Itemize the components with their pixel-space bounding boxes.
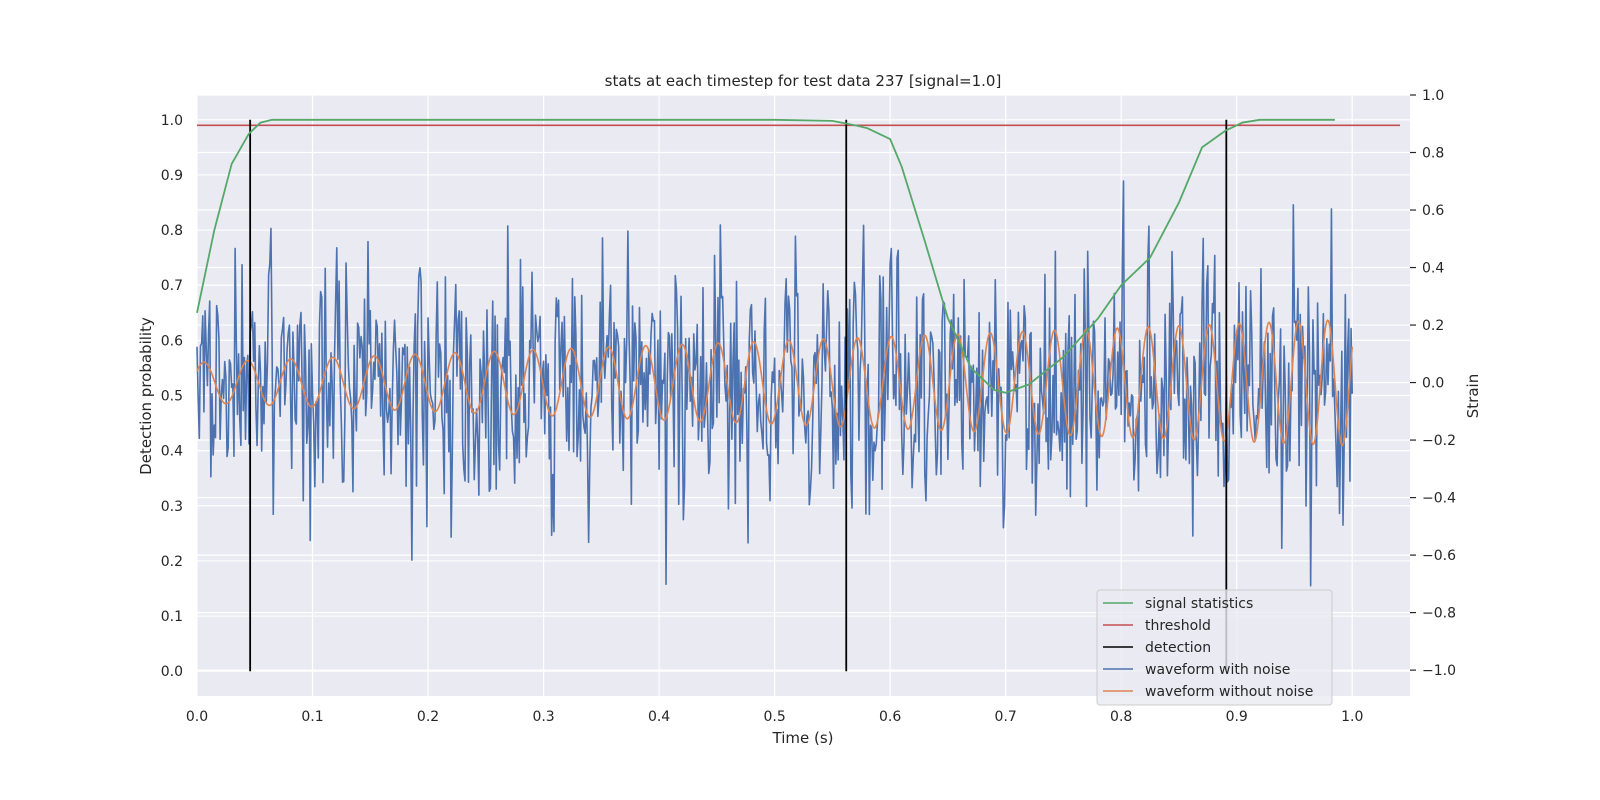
y-tick-label: 0.3 bbox=[161, 499, 183, 515]
legend-label-detection: detection bbox=[1145, 640, 1211, 656]
legend: signal statistics threshold detection wa… bbox=[1096, 589, 1333, 706]
x-tick-label: 0.3 bbox=[532, 709, 554, 725]
x-axis-label: Time (s) bbox=[772, 729, 834, 747]
y-tick-label: 0.5 bbox=[161, 389, 183, 405]
y-axis-label: Detection probability bbox=[137, 317, 155, 475]
y-tick-label: 0.0 bbox=[161, 664, 183, 680]
legend-label-waveform-without-noise: waveform without noise bbox=[1145, 684, 1313, 700]
y-tick-label: 0.7 bbox=[161, 278, 183, 294]
legend-label-waveform-with-noise: waveform with noise bbox=[1145, 662, 1290, 678]
y2-axis-label: Strain bbox=[1464, 374, 1482, 418]
y2-tick-label: −0.8 bbox=[1422, 606, 1456, 622]
y-tick-label: 0.2 bbox=[161, 554, 183, 570]
legend-label-signal-statistics: signal statistics bbox=[1145, 596, 1253, 612]
y-tick-label: 0.1 bbox=[161, 609, 183, 625]
y-tick-label: 0.4 bbox=[161, 444, 183, 460]
x-tick-label: 1.0 bbox=[1341, 709, 1363, 725]
series-signal-statistics bbox=[196, 118, 1335, 394]
chart-title: stats at each timestep for test data 237… bbox=[605, 72, 1002, 90]
y2-tick-label: 0.0 bbox=[1422, 376, 1444, 392]
x-tick-label: 0.9 bbox=[1226, 709, 1248, 725]
y2-tick-label: −1.0 bbox=[1422, 663, 1456, 679]
x-tick-label: 0.7 bbox=[995, 709, 1017, 725]
y2-tick-label: 0.6 bbox=[1422, 203, 1444, 219]
y2-tick-label: 0.4 bbox=[1422, 261, 1444, 277]
legend-label-threshold: threshold bbox=[1145, 618, 1211, 634]
y2-tick-label: 0.2 bbox=[1422, 318, 1444, 334]
y2-tick-label: 1.0 bbox=[1422, 88, 1444, 104]
series-waveform-with-noise bbox=[196, 180, 1354, 587]
ticks: 0.0 0.1 0.2 0.3 0.4 0.5 0.6 0.7 0.8 0.9 1.0 0.0 0.1 0… bbox=[161, 88, 1456, 725]
y2-tick-label: −0.2 bbox=[1422, 433, 1456, 449]
series-layer bbox=[196, 118, 1400, 672]
x-tick-label: 0.2 bbox=[417, 709, 439, 725]
y2-tick-label: −0.4 bbox=[1422, 491, 1456, 507]
x-tick-label: 0.4 bbox=[648, 709, 670, 725]
y-tick-label: 0.8 bbox=[161, 223, 183, 239]
y-tick-label: 1.0 bbox=[161, 113, 183, 129]
y-tick-label: 0.6 bbox=[161, 333, 183, 349]
x-tick-label: 0.0 bbox=[186, 709, 208, 725]
x-tick-label: 0.1 bbox=[301, 709, 323, 725]
series-waveform-without-noise bbox=[196, 319, 1354, 447]
y2-tick-label: 0.8 bbox=[1422, 146, 1444, 162]
y-tick-label: 0.9 bbox=[161, 168, 183, 184]
x-tick-label: 0.5 bbox=[763, 709, 785, 725]
x-tick-label: 0.8 bbox=[1110, 709, 1132, 725]
legend-box bbox=[1096, 589, 1333, 706]
x-tick-label: 0.6 bbox=[879, 709, 901, 725]
y2-tick-label: −0.6 bbox=[1422, 548, 1456, 564]
